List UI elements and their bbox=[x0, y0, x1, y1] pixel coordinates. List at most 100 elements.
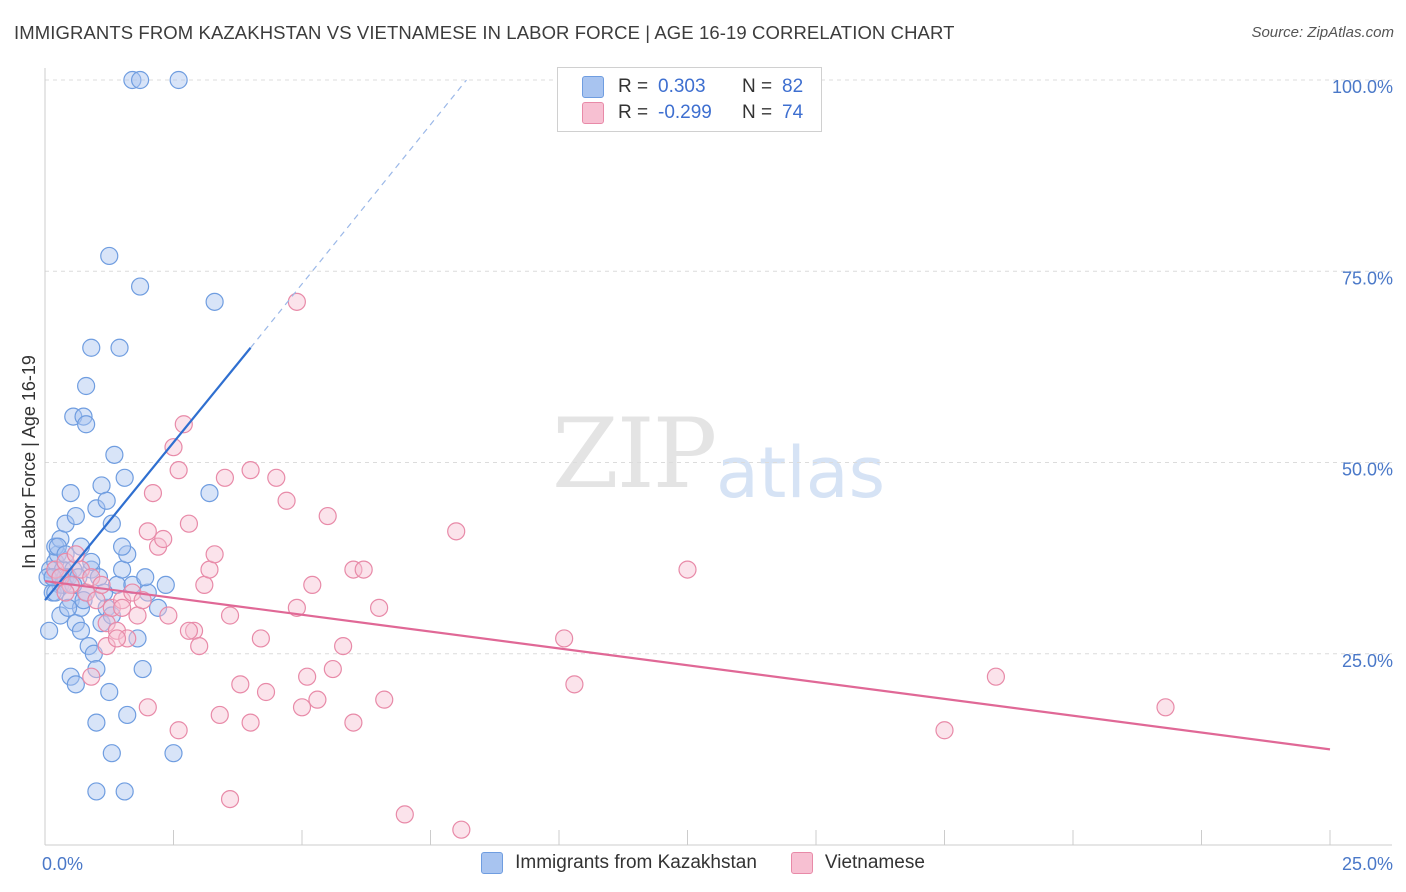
y-tick-label: 100.0% bbox=[1332, 77, 1393, 97]
point-vietnamese bbox=[395, 805, 414, 824]
point-kazakhstan bbox=[118, 705, 137, 725]
series-legend-item-vietnamese[interactable]: Vietnamese bbox=[790, 852, 925, 874]
tick-labels: 25.0% 50.0% 75.0% 100.0% 0.0% 25.0% In Labor F… bbox=[19, 77, 1393, 874]
axes bbox=[44, 68, 1392, 846]
point-vietnamese bbox=[935, 721, 954, 740]
legend-swatch-vietnamese bbox=[582, 102, 604, 124]
point-kazakhstan bbox=[71, 621, 91, 640]
point-vietnamese bbox=[128, 606, 147, 625]
point-vietnamese bbox=[97, 636, 116, 656]
y-axis-label: In Labor Force | Age 16-19 bbox=[19, 355, 39, 569]
point-vietnamese bbox=[138, 522, 157, 541]
point-vietnamese bbox=[112, 598, 132, 617]
chart-title: IMMIGRANTS FROM KAZAKHSTAN VS VIETNAMESE… bbox=[14, 22, 955, 43]
point-vietnamese bbox=[169, 461, 188, 480]
point-kazakhstan bbox=[48, 537, 67, 556]
point-vietnamese bbox=[154, 529, 173, 549]
point-vietnamese bbox=[267, 468, 286, 487]
point-kazakhstan bbox=[66, 675, 85, 694]
source-credit: Source: ZipAtlas.com bbox=[1251, 24, 1394, 41]
point-kazakhstan bbox=[61, 484, 80, 503]
point-vietnamese bbox=[303, 575, 322, 595]
point-kazakhstan bbox=[87, 713, 106, 732]
point-kazakhstan bbox=[100, 682, 119, 702]
legend-row-vietnamese: R = -0.299 N = 74 bbox=[582, 100, 803, 126]
point-vietnamese bbox=[82, 667, 101, 686]
legend-row-kazakhstan: R = 0.303 N = 82 bbox=[582, 74, 803, 100]
legend-r-label: R = bbox=[618, 76, 649, 97]
point-kazakhstan bbox=[112, 560, 132, 579]
point-vietnamese bbox=[71, 560, 91, 579]
legend-r-label: R = bbox=[618, 102, 649, 123]
point-kazakhstan bbox=[128, 629, 147, 648]
point-vietnamese bbox=[251, 629, 270, 648]
point-kazakhstan bbox=[87, 782, 106, 801]
y-tick-label: 75.0% bbox=[1342, 268, 1393, 288]
series-label-vietnamese: Vietnamese bbox=[824, 852, 925, 873]
point-kazakhstan bbox=[77, 376, 96, 396]
point-vietnamese bbox=[334, 636, 353, 656]
point-vietnamese bbox=[143, 484, 163, 503]
point-vietnamese bbox=[277, 491, 296, 510]
trend-lines bbox=[44, 79, 1331, 751]
point-vietnamese bbox=[205, 545, 224, 564]
point-kazakhstan bbox=[56, 514, 75, 533]
point-vietnamese bbox=[354, 560, 373, 579]
point-vietnamese bbox=[220, 789, 240, 809]
point-kazakhstan bbox=[130, 277, 150, 296]
point-vietnamese bbox=[241, 713, 260, 732]
point-vietnamese bbox=[215, 468, 234, 487]
point-vietnamese bbox=[56, 552, 75, 572]
watermark-atlas: atlas bbox=[716, 432, 886, 514]
point-kazakhstan bbox=[136, 568, 155, 587]
point-vietnamese bbox=[174, 415, 193, 434]
series-legend-item-kazakhstan[interactable]: Immigrants from Kazakhstan bbox=[481, 852, 757, 874]
point-kazakhstan bbox=[102, 514, 121, 533]
point-kazakhstan bbox=[115, 782, 134, 801]
point-vietnamese bbox=[190, 636, 209, 656]
point-kazakhstan bbox=[56, 545, 75, 564]
point-vietnamese bbox=[82, 568, 101, 587]
point-vietnamese bbox=[555, 629, 574, 648]
x-tick-label: 0.0% bbox=[42, 854, 83, 874]
point-vietnamese bbox=[287, 292, 306, 311]
point-kazakhstan bbox=[110, 338, 129, 357]
point-kazakhstan bbox=[169, 70, 188, 90]
point-vietnamese bbox=[323, 659, 342, 679]
point-vietnamese bbox=[370, 598, 389, 617]
point-kazakhstan bbox=[123, 70, 142, 90]
point-vietnamese bbox=[565, 675, 584, 694]
point-vietnamese bbox=[102, 598, 121, 617]
point-kazakhstan bbox=[92, 476, 111, 495]
legend-n-value: 82 bbox=[782, 76, 804, 97]
point-vietnamese bbox=[200, 560, 219, 579]
point-kazakhstan bbox=[82, 338, 101, 357]
point-kazakhstan bbox=[130, 70, 150, 90]
point-vietnamese bbox=[678, 560, 697, 579]
point-kazakhstan bbox=[100, 246, 119, 266]
trendline-kazakhstan-extension bbox=[250, 79, 467, 349]
grid-lines bbox=[45, 79, 1392, 655]
trendline-vietnamese bbox=[44, 579, 1331, 751]
point-kazakhstan bbox=[205, 292, 224, 311]
point-vietnamese bbox=[56, 583, 75, 602]
point-vietnamese bbox=[138, 698, 157, 717]
point-kazakhstan bbox=[112, 537, 132, 556]
point-vietnamese bbox=[179, 514, 199, 533]
point-vietnamese bbox=[220, 606, 240, 625]
legend-n-label: N = bbox=[742, 102, 773, 123]
point-kazakhstan bbox=[115, 468, 134, 487]
point-vietnamese bbox=[118, 629, 137, 648]
series-label-kazakhstan: Immigrants from Kazakhstan bbox=[515, 852, 757, 873]
trendline-kazakhstan bbox=[44, 347, 252, 601]
stats-legend: R = 0.303 N = 82 R = -0.299 N = 74 bbox=[557, 67, 822, 132]
point-vietnamese bbox=[447, 522, 466, 541]
point-vietnamese bbox=[231, 675, 250, 694]
legend-swatch-kazakhstan bbox=[582, 76, 604, 98]
point-vietnamese bbox=[287, 598, 306, 617]
y-tick-label: 25.0% bbox=[1342, 651, 1393, 671]
point-vietnamese bbox=[452, 820, 471, 839]
point-kazakhstan bbox=[59, 598, 78, 617]
point-kazakhstan bbox=[133, 659, 152, 679]
point-vietnamese bbox=[92, 575, 111, 595]
